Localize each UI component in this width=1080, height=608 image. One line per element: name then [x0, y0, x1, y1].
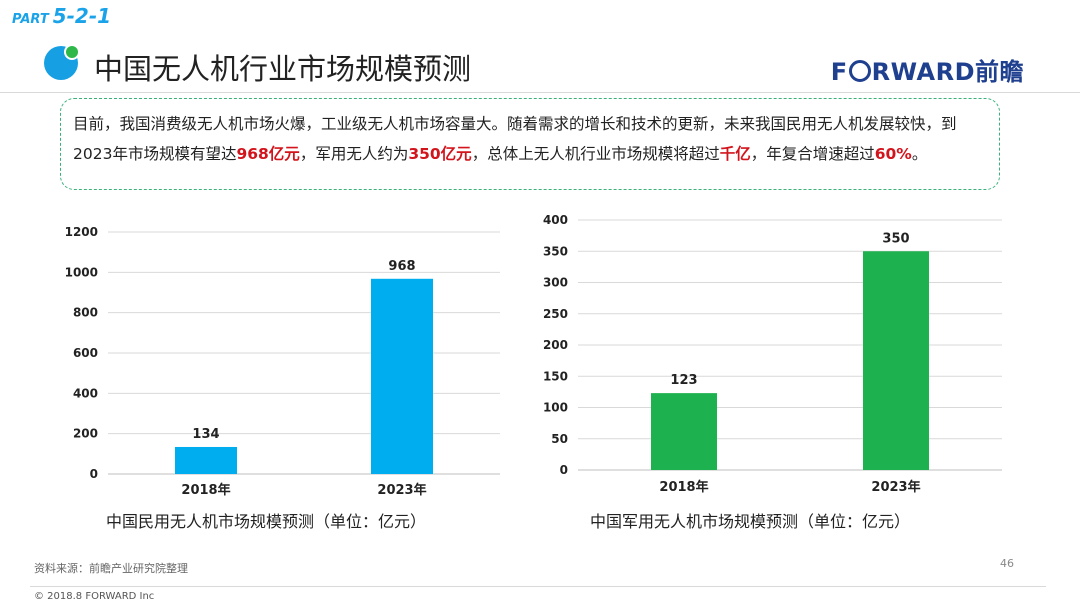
civil-bar	[175, 446, 237, 474]
civil-bar	[371, 278, 433, 474]
military-chart-caption: 中国军用无人机市场规模预测（单位：亿元）	[590, 512, 911, 531]
military-bar	[651, 393, 717, 470]
military-ytick-label: 200	[543, 338, 568, 352]
intro-highlight-1: 968亿元	[236, 145, 300, 163]
civil-ytick-label: 200	[73, 427, 98, 441]
civil-ytick-label: 0	[90, 467, 98, 481]
military-bar	[863, 251, 929, 470]
intro-highlight-4: 60%	[874, 145, 912, 163]
civil-category-label: 2023年	[377, 482, 426, 498]
brand-o-icon	[848, 60, 871, 82]
military-ytick-label: 50	[551, 432, 568, 446]
footer-divider	[30, 586, 1046, 587]
military-ytick-label: 350	[543, 244, 568, 258]
military-ytick-label: 300	[543, 276, 568, 290]
civil-ytick-label: 400	[73, 386, 98, 400]
military-ytick-label: 250	[543, 307, 568, 321]
civil-chart-caption: 中国民用无人机市场规模预测（单位：亿元）	[106, 512, 427, 531]
intro-text-3: ，总体上无人机行业市场规模将超过	[471, 145, 720, 163]
civil-category-label: 2018年	[181, 482, 230, 498]
part-label: PART 5-2-1	[12, 4, 111, 28]
military-category-label: 2018年	[659, 479, 708, 495]
intro-text-5: 。	[911, 145, 928, 163]
civil-data-label: 134	[192, 427, 219, 442]
brand-rest: RWARD前瞻	[871, 58, 1024, 86]
bullet-dot-icon	[64, 44, 80, 60]
military-ytick-label: 150	[543, 369, 568, 383]
intro-highlight-2: 350亿元	[408, 145, 472, 163]
civil-ytick-label: 800	[73, 306, 98, 320]
civil-ytick-label: 1000	[65, 265, 98, 279]
part-prefix: PART	[12, 12, 49, 27]
part-number: 5-2-1	[52, 4, 112, 28]
brand-f: F	[830, 58, 848, 86]
civil-ytick-label: 1200	[65, 225, 98, 239]
military-data-label: 123	[670, 373, 697, 388]
civil-ytick-label: 600	[73, 346, 98, 360]
page-title: 中国无人机行业市场规模预测	[94, 52, 472, 86]
civil-data-label: 968	[388, 259, 415, 274]
intro-text-1: 目前，我国消费级无人机市场火爆，工业级无人机市场容量大。随着需求的增长和技术的更…	[73, 115, 957, 163]
military-ytick-label: 400	[543, 213, 568, 227]
header-divider	[0, 92, 1080, 93]
brand-logo: F RWARD前瞻	[831, 52, 1024, 87]
military-category-label: 2023年	[871, 479, 920, 495]
intro-text-4: ，年复合增速超过	[750, 145, 875, 163]
copyright: © 2018.8 FORWARD Inc	[34, 591, 155, 602]
intro-highlight-3: 千亿	[719, 145, 751, 163]
military-data-label: 350	[882, 231, 909, 246]
intro-box: 目前，我国消费级无人机市场火爆，工业级无人机市场容量大。随着需求的增长和技术的更…	[60, 98, 1000, 190]
title-row: 中国无人机行业市场规模预测 F RWARD前瞻	[38, 40, 1058, 90]
military-ytick-label: 0	[560, 463, 568, 477]
source-note: 资料来源：前瞻产业研究院整理	[34, 562, 188, 575]
military-ytick-label: 100	[543, 401, 568, 415]
page-number: 46	[1000, 557, 1014, 570]
intro-text-2: ，军用无人约为	[299, 145, 409, 163]
